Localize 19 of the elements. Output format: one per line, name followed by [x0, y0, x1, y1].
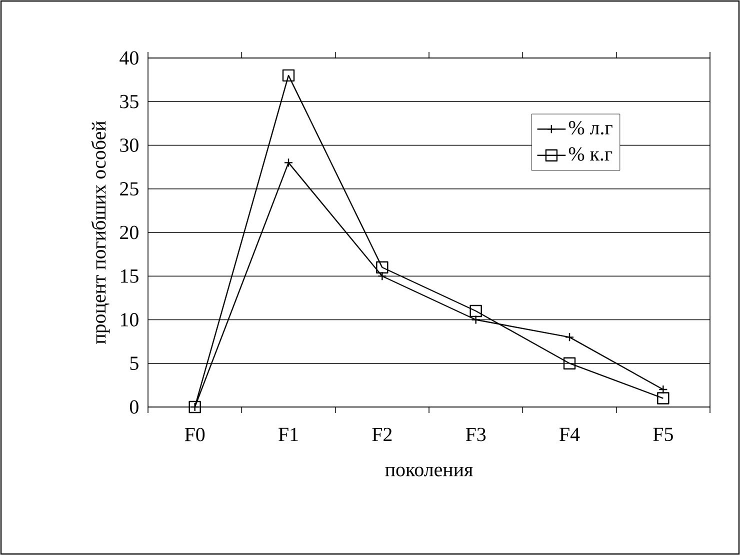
- y-tick-label: 15: [120, 269, 138, 283]
- y-tick-label: 40: [120, 51, 138, 65]
- y-tick-label: 30: [120, 138, 138, 152]
- y-tick-label: 0: [130, 400, 138, 414]
- y-tick-label: 10: [120, 313, 138, 326]
- y-tick-label: 20: [120, 226, 138, 240]
- y-tick-label: 25: [120, 182, 138, 196]
- x-tick-label: F5: [653, 428, 673, 442]
- legend-label: % л.г: [568, 121, 612, 135]
- legend-label: % к.г: [568, 147, 612, 161]
- x-tick-label: F0: [184, 428, 205, 442]
- x-tick-label: F4: [560, 428, 580, 441]
- y-axis-title: процент погибших особей: [91, 121, 110, 344]
- y-tick-label: 5: [130, 356, 138, 370]
- x-tick-label: F1: [278, 428, 298, 441]
- x-tick-label: F3: [466, 428, 486, 442]
- y-tick-label: 35: [120, 94, 138, 108]
- x-tick-label: F2: [372, 428, 392, 442]
- x-axis-title: поколения: [385, 466, 473, 476]
